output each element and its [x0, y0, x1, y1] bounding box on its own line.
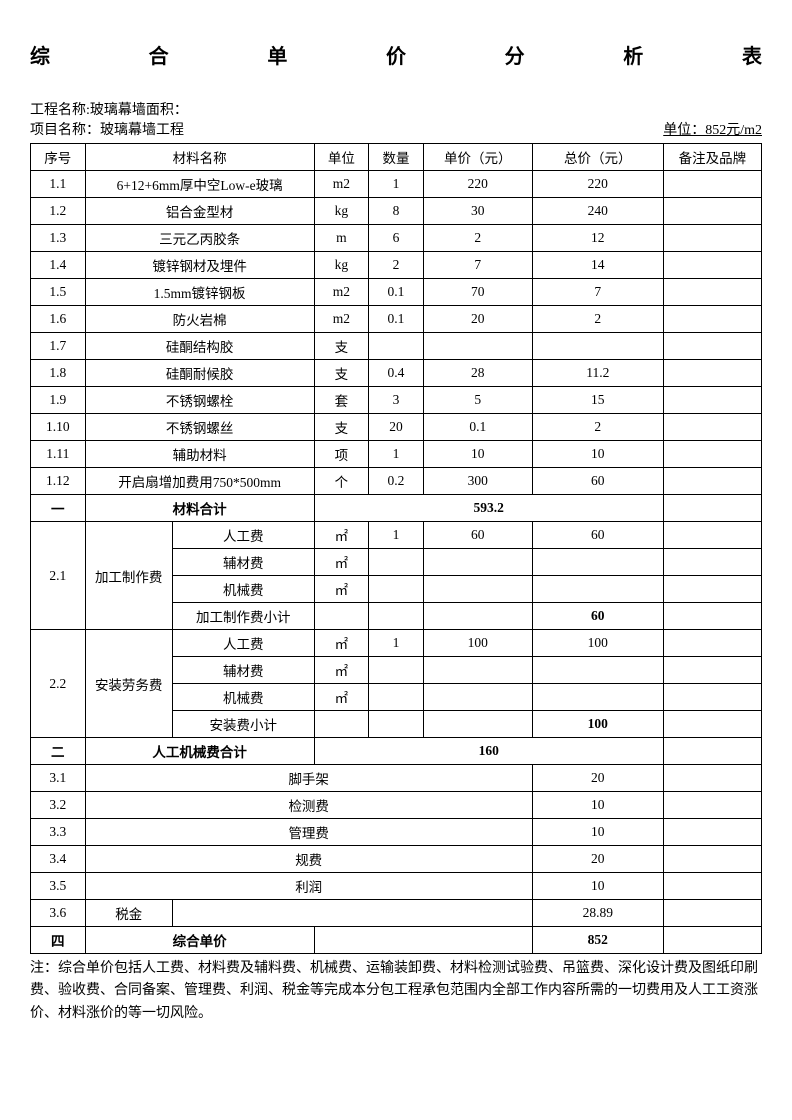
- final-mid: [314, 927, 532, 954]
- table-row: 1.11辅助材料项11010: [31, 441, 762, 468]
- title-char: 综: [30, 40, 50, 69]
- subtotal-seq: 一: [31, 495, 86, 522]
- table-row: 1.9不锈钢螺栓套3515: [31, 387, 762, 414]
- project-name: 工程名称:玻璃幕墙面积：: [30, 99, 762, 119]
- tax-total: 28.89: [532, 900, 663, 927]
- labor-subtotal-row: 二 人工机械费合计 160: [31, 738, 762, 765]
- title-char: 表: [742, 40, 762, 69]
- th-seq: 序号: [31, 144, 86, 171]
- material-subtotal-row: 一 材料合计 593.2: [31, 495, 762, 522]
- footnote: 注：综合单价包括人工费、材料费及辅料费、机械费、运输装卸费、材料检测试验费、吊篮…: [30, 958, 762, 1025]
- tax-name: 税金: [85, 900, 172, 927]
- table-row: 2.2安装劳务费人工费㎡1100100: [31, 630, 762, 657]
- table-row: 3.1脚手架20: [31, 765, 762, 792]
- final-label: 综合单价: [85, 927, 314, 954]
- item-name: 项目名称：玻璃幕墙工程: [30, 119, 184, 139]
- table-row: 1.10不锈钢螺丝支200.12: [31, 414, 762, 441]
- table-row: 1.4镀锌钢材及埋件kg2714: [31, 252, 762, 279]
- table-row: 3.4规费20: [31, 846, 762, 873]
- subtotal-label: 材料合计: [85, 495, 314, 522]
- table-row: 1.51.5mm镀锌钢板m20.1707: [31, 279, 762, 306]
- table-row: 1.2铝合金型材kg830240: [31, 198, 762, 225]
- labor-value: 160: [314, 738, 663, 765]
- final-value: 852: [532, 927, 663, 954]
- table-row: 3.2检测费10: [31, 792, 762, 819]
- labor-remark: [663, 738, 761, 765]
- meta-row: 项目名称：玻璃幕墙工程 单位：852元/m2: [30, 119, 762, 139]
- price-table: 序号 材料名称 单位 数量 单价（元） 总价（元） 备注及品牌 1.16+12+…: [30, 143, 762, 954]
- table-row: 1.12开启扇增加费用750*500mm个0.230060: [31, 468, 762, 495]
- labor-label: 人工机械费合计: [85, 738, 314, 765]
- tax-remark: [663, 900, 761, 927]
- th-qty: 数量: [369, 144, 424, 171]
- th-remark: 备注及品牌: [663, 144, 761, 171]
- title-char: 分: [505, 40, 525, 69]
- labor-seq: 二: [31, 738, 86, 765]
- table-row: 3.3管理费10: [31, 819, 762, 846]
- final-remark: [663, 927, 761, 954]
- final-seq: 四: [31, 927, 86, 954]
- th-name: 材料名称: [85, 144, 314, 171]
- table-row: 1.8硅酮耐候胶支0.42811.2: [31, 360, 762, 387]
- subtotal-value: 593.2: [314, 495, 663, 522]
- table-row: 1.7硅酮结构胶支: [31, 333, 762, 360]
- tax-mid: [172, 900, 532, 927]
- th-unit: 单位: [314, 144, 369, 171]
- header-row: 序号 材料名称 单位 数量 单价（元） 总价（元） 备注及品牌: [31, 144, 762, 171]
- title-char: 价: [386, 40, 406, 69]
- tax-row: 3.6 税金 28.89: [31, 900, 762, 927]
- th-price: 单价（元）: [423, 144, 532, 171]
- page-title: 综 合 单 价 分 析 表: [30, 40, 762, 69]
- th-total: 总价（元）: [532, 144, 663, 171]
- tax-seq: 3.6: [31, 900, 86, 927]
- table-row: 3.5利润10: [31, 873, 762, 900]
- title-char: 析: [623, 40, 643, 69]
- table-row: 1.16+12+6mm厚中空Low-e玻璃m21220220: [31, 171, 762, 198]
- title-char: 合: [149, 40, 169, 69]
- unit-label: 单位：852元/m2: [663, 119, 762, 139]
- subtotal-remark: [663, 495, 761, 522]
- table-row: 1.3三元乙丙胶条m6212: [31, 225, 762, 252]
- table-row: 2.1加工制作费人工费㎡16060: [31, 522, 762, 549]
- final-row: 四 综合单价 852: [31, 927, 762, 954]
- table-row: 1.6防火岩棉m20.1202: [31, 306, 762, 333]
- title-char: 单: [267, 40, 287, 69]
